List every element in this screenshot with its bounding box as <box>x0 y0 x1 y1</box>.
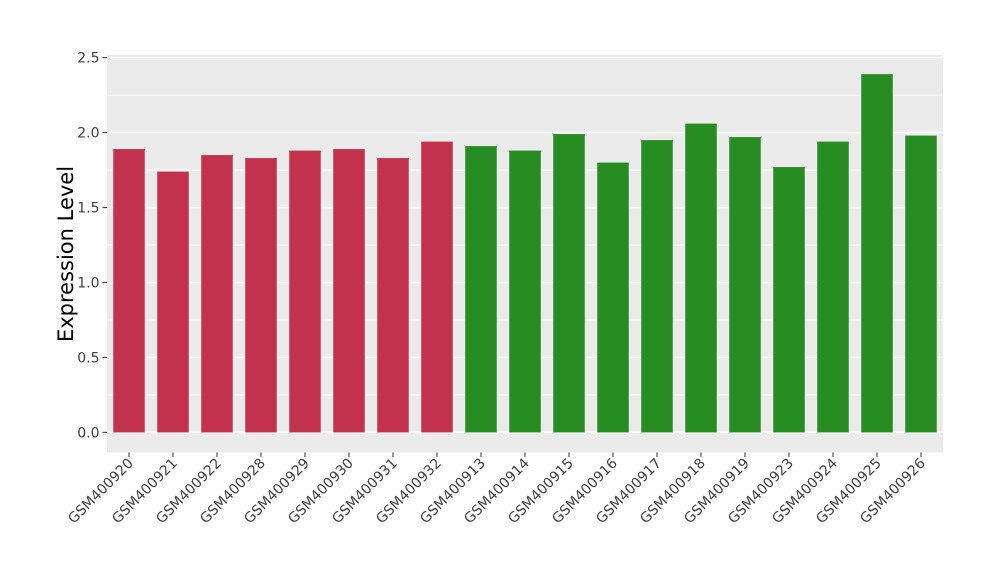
axis-tick-marks <box>102 57 922 457</box>
bar-GSM400926 <box>905 135 937 433</box>
bar-GSM400913 <box>465 146 497 433</box>
y-tick-label: 0.5 <box>77 350 99 366</box>
bar-GSM400924 <box>817 141 849 433</box>
y-tick-label: 2.0 <box>77 126 99 142</box>
bar-GSM400917 <box>641 140 673 433</box>
y-tick-label: 1.0 <box>77 276 99 292</box>
y-axis-title: Expression Level <box>54 166 78 342</box>
bar-GSM400922 <box>201 155 233 433</box>
y-axis-tick-labels: 0.0 0.5 1.0 1.5 2.0 2.5 <box>77 51 99 442</box>
x-axis-tick-labels: GSM400920GSM400921GSM400922GSM400928GSM4… <box>65 455 929 527</box>
bar-GSM400923 <box>773 167 805 433</box>
bar-GSM400916 <box>597 162 629 433</box>
y-tick-label: 2.5 <box>77 51 99 67</box>
y-tick-label: 0.0 <box>77 425 99 441</box>
bar-GSM400929 <box>289 150 321 433</box>
bar-GSM400931 <box>377 158 409 433</box>
bar-GSM400920 <box>113 149 145 433</box>
bar-GSM400925 <box>861 74 893 433</box>
bar-GSM400915 <box>553 134 585 433</box>
bar-GSM400918 <box>685 123 717 433</box>
bar-GSM400919 <box>729 137 761 433</box>
bar-GSM400914 <box>509 150 541 433</box>
bar-GSM400928 <box>245 158 277 433</box>
bar-GSM400930 <box>333 149 365 433</box>
bar-GSM400921 <box>157 171 189 433</box>
bar-series <box>113 74 937 433</box>
bar-GSM400932 <box>421 141 453 433</box>
y-tick-label: 1.5 <box>77 201 99 217</box>
